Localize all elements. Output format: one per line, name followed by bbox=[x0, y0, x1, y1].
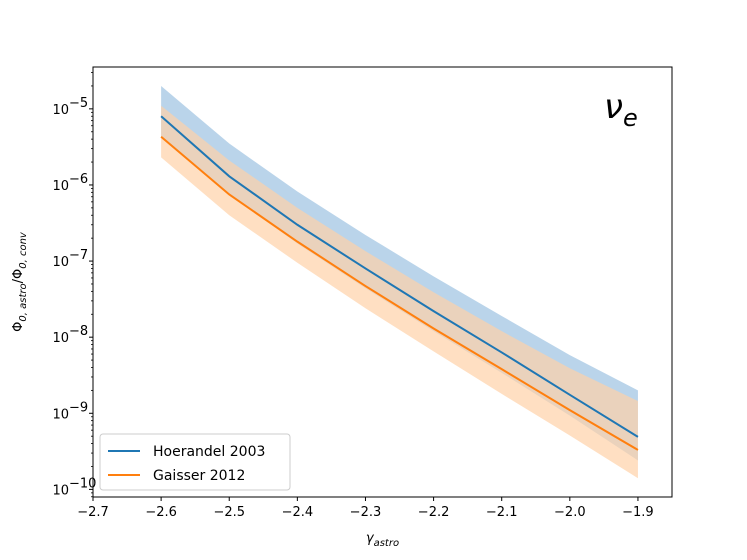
x-axis-title-sub: astro bbox=[374, 538, 400, 549]
y-axis-title: Φ0, astro/Φ0, conv bbox=[11, 231, 29, 332]
x-axis-title-base: γ bbox=[366, 531, 375, 546]
legend-label-gaisser: Gaisser 2012 bbox=[153, 468, 245, 484]
y-tick-exponent: −10 bbox=[69, 476, 96, 491]
y-tick-label: 10 bbox=[52, 179, 69, 194]
series-lines bbox=[160, 115, 639, 451]
neutrino-flavor-sub: e bbox=[623, 104, 638, 132]
y-axis-title-den-sub: 0, conv bbox=[18, 231, 29, 269]
x-tick-label: −2.6 bbox=[145, 505, 177, 520]
y-axis-title-num-sub: 0, astro bbox=[18, 283, 29, 321]
x-tick-label: −1.9 bbox=[622, 505, 654, 520]
y-tick-exponent: −7 bbox=[69, 248, 88, 263]
y-tick-label: 10 bbox=[52, 483, 69, 498]
line-hoerandel-2003 bbox=[160, 115, 639, 438]
neutrino-flavor-base: ν bbox=[604, 87, 623, 127]
y-tick-label: 10 bbox=[52, 103, 69, 118]
y-tick-label: 10 bbox=[52, 255, 69, 270]
y-tick-exponent: −5 bbox=[69, 96, 88, 111]
x-tick-label: −2.7 bbox=[77, 505, 109, 520]
x-tick-label: −2.4 bbox=[282, 505, 314, 520]
y-tick-exponent: −8 bbox=[69, 324, 88, 339]
legend: Hoerandel 2003 Gaisser 2012 bbox=[99, 433, 291, 491]
plot-frame bbox=[92, 66, 673, 498]
y-tick-exponent: −6 bbox=[69, 172, 88, 187]
y-tick-exponent: −9 bbox=[69, 400, 88, 415]
legend-box bbox=[99, 433, 291, 491]
y-axis-title-num-base: Φ bbox=[11, 322, 26, 332]
x-axis-ticks: −2.7 −2.6 −2.5 −2.4 −2.3 −2.2 −2.1 −2.0 −1.9 bbox=[77, 497, 654, 520]
x-tick-label: −2.1 bbox=[486, 505, 518, 520]
x-axis-title: γastro bbox=[366, 531, 399, 549]
confidence-bands bbox=[161, 85, 638, 479]
neutrino-flavor-label: νe bbox=[604, 87, 638, 132]
x-tick-label: −2.2 bbox=[418, 505, 450, 520]
x-tick-label: −2.0 bbox=[554, 505, 586, 520]
y-tick-label: 10 bbox=[52, 331, 69, 346]
x-tick-label: −2.5 bbox=[213, 505, 245, 520]
line-gaisser-2012 bbox=[160, 135, 639, 451]
y-axis-title-den-base: Φ bbox=[11, 269, 26, 279]
y-tick-label: 10 bbox=[52, 407, 69, 422]
band-gaisser-2012 bbox=[161, 105, 638, 479]
legend-label-hoerandel: Hoerandel 2003 bbox=[153, 444, 265, 460]
y-axis-title-sep: / bbox=[11, 278, 26, 283]
x-tick-label: −2.3 bbox=[350, 505, 382, 520]
